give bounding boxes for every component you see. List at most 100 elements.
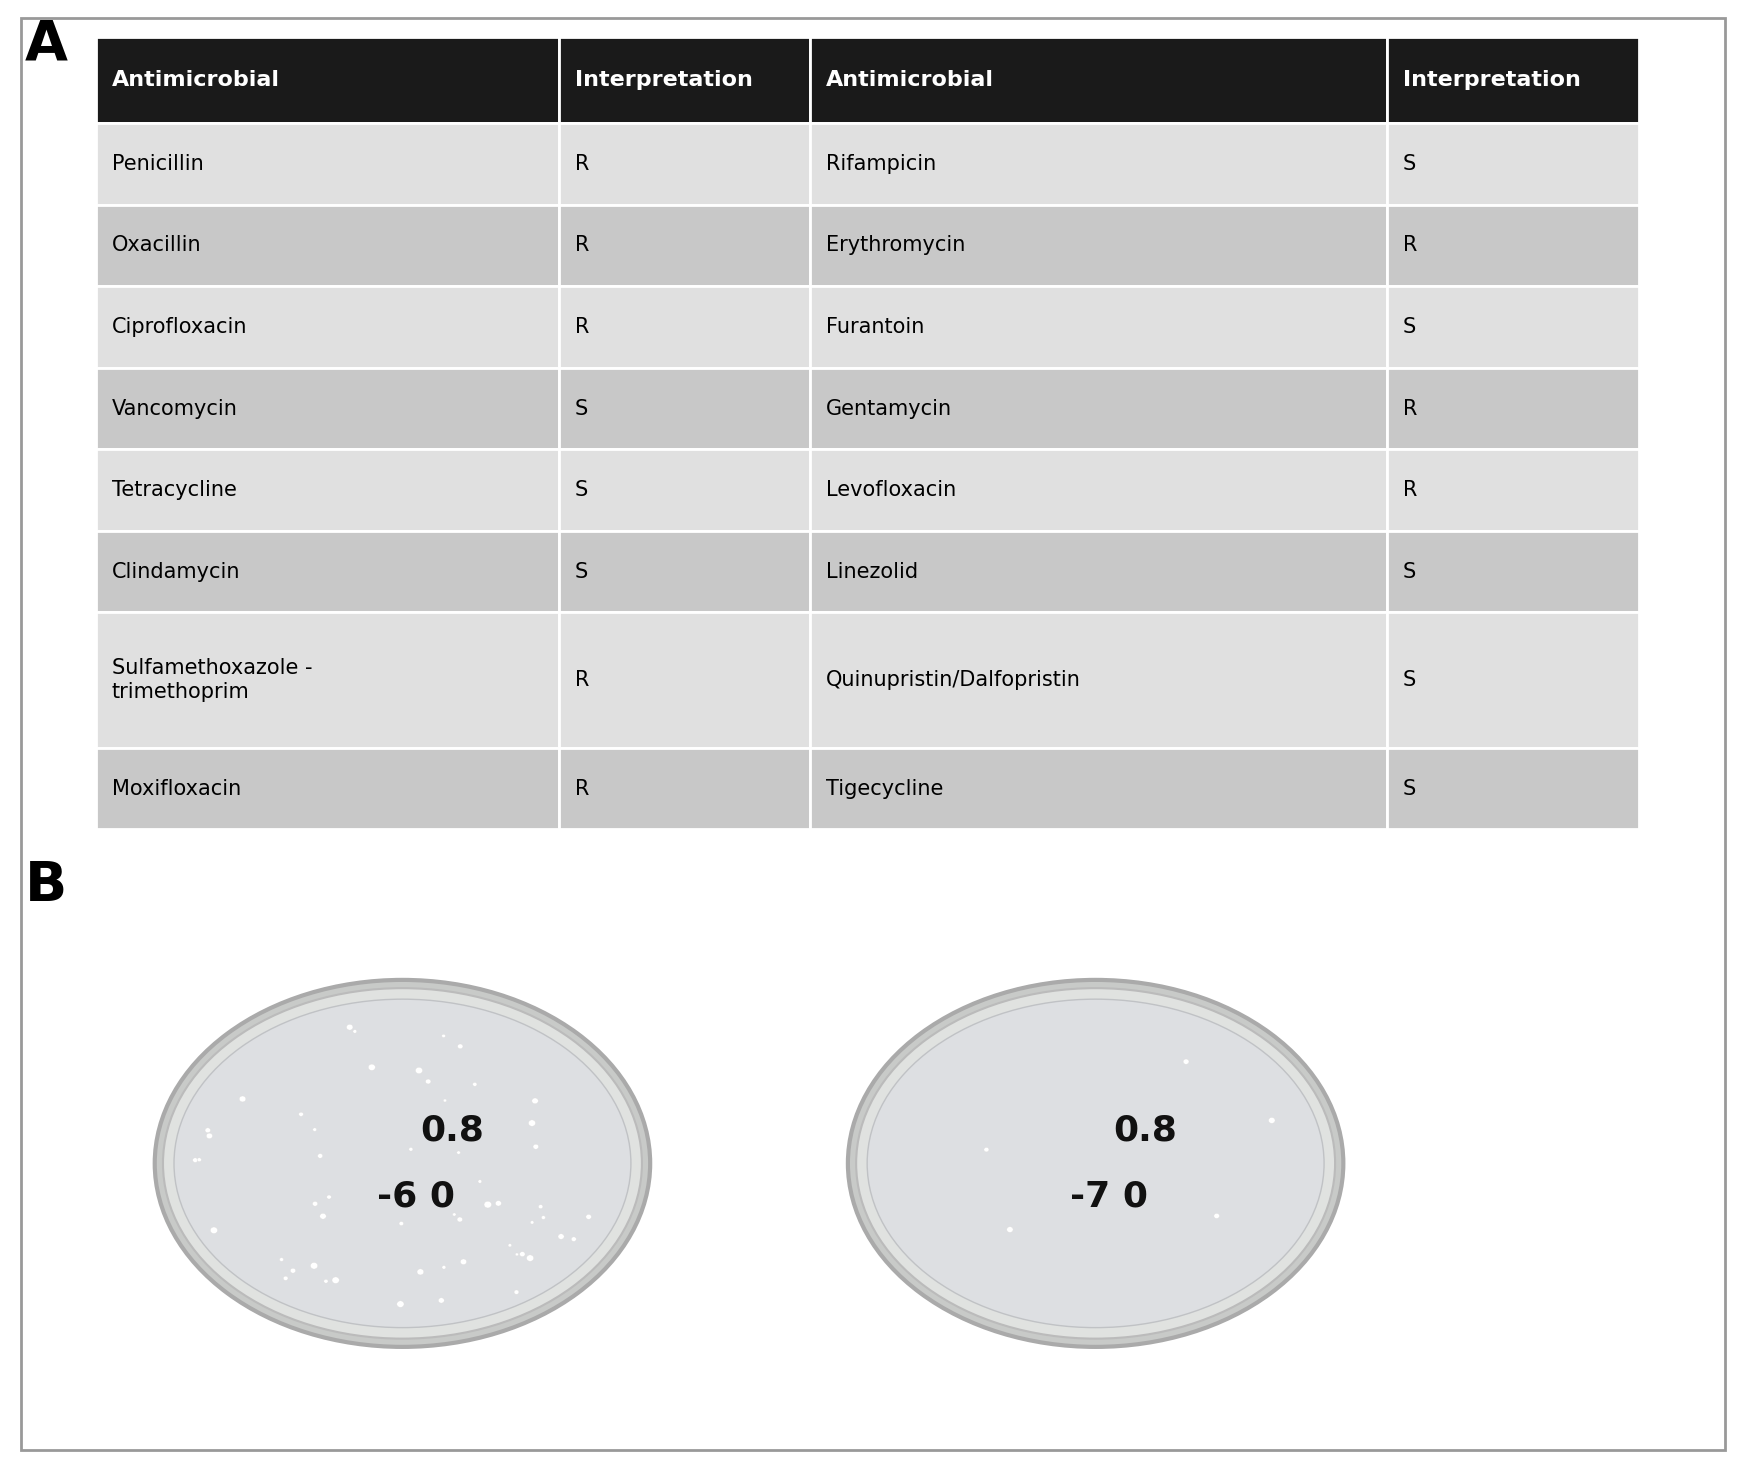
Bar	[559, 612, 810, 747]
Bar	[96, 368, 559, 449]
Bar	[96, 612, 559, 747]
Text: Clindamycin: Clindamycin	[112, 562, 241, 581]
Bar	[559, 123, 810, 204]
Ellipse shape	[985, 1148, 988, 1152]
Text: Quinupristin/Dalfopristin: Quinupristin/Dalfopristin	[826, 669, 1081, 690]
Bar	[96, 531, 559, 612]
Text: Penicillin: Penicillin	[112, 154, 204, 173]
Ellipse shape	[452, 1213, 456, 1216]
Ellipse shape	[457, 1044, 463, 1048]
Ellipse shape	[457, 1151, 461, 1154]
Text: Antimicrobial: Antimicrobial	[112, 70, 279, 90]
Bar	[1386, 612, 1638, 747]
Ellipse shape	[868, 1000, 1323, 1327]
Bar	[96, 123, 559, 204]
Text: S: S	[574, 398, 588, 418]
Ellipse shape	[279, 1258, 283, 1261]
Bar	[1386, 747, 1638, 829]
Bar	[559, 747, 810, 829]
Ellipse shape	[473, 1082, 477, 1086]
Ellipse shape	[410, 1183, 414, 1186]
Text: Interpretation: Interpretation	[574, 70, 753, 90]
Text: Gentamycin: Gentamycin	[826, 398, 952, 418]
Ellipse shape	[442, 1035, 445, 1038]
Text: R: R	[1402, 235, 1418, 255]
Bar	[96, 204, 559, 286]
Ellipse shape	[155, 981, 650, 1348]
Ellipse shape	[346, 1025, 353, 1031]
Ellipse shape	[353, 1029, 356, 1033]
Bar	[559, 286, 810, 368]
Ellipse shape	[206, 1133, 213, 1139]
Ellipse shape	[409, 1148, 414, 1151]
Ellipse shape	[438, 1298, 443, 1304]
Ellipse shape	[368, 1064, 375, 1070]
Ellipse shape	[527, 1255, 534, 1261]
Text: R: R	[574, 154, 588, 173]
Bar	[96, 449, 559, 531]
Text: 0.8: 0.8	[421, 1113, 484, 1148]
Text: -6 0: -6 0	[377, 1179, 456, 1214]
Bar	[1386, 123, 1638, 204]
Text: S: S	[1402, 154, 1416, 173]
Text: S: S	[1402, 669, 1416, 690]
Ellipse shape	[1184, 1058, 1189, 1064]
Ellipse shape	[1007, 1227, 1013, 1233]
Ellipse shape	[400, 1221, 403, 1226]
Ellipse shape	[533, 1098, 538, 1104]
Ellipse shape	[531, 1221, 534, 1224]
Bar	[559, 531, 810, 612]
Ellipse shape	[496, 1201, 501, 1207]
Text: Vancomycin: Vancomycin	[112, 398, 237, 418]
Text: Tigecycline: Tigecycline	[826, 778, 943, 799]
Text: Erythromycin: Erythromycin	[826, 235, 966, 255]
Bar	[810, 37, 1386, 123]
Bar	[559, 37, 810, 123]
Ellipse shape	[442, 1265, 445, 1270]
Bar	[559, 449, 810, 531]
Ellipse shape	[417, 1268, 424, 1276]
Text: Ciprofloxacin: Ciprofloxacin	[112, 317, 248, 338]
Ellipse shape	[327, 1195, 332, 1199]
Ellipse shape	[443, 1100, 447, 1102]
Ellipse shape	[204, 1127, 211, 1133]
Bar	[96, 286, 559, 368]
Ellipse shape	[1269, 1117, 1275, 1123]
Ellipse shape	[290, 1268, 295, 1273]
Ellipse shape	[587, 1214, 592, 1220]
Text: Furantoin: Furantoin	[826, 317, 925, 338]
Text: R: R	[574, 669, 588, 690]
Text: Linezolid: Linezolid	[826, 562, 918, 581]
Text: Antimicrobial: Antimicrobial	[826, 70, 993, 90]
Bar	[1386, 286, 1638, 368]
Ellipse shape	[323, 1279, 328, 1283]
Ellipse shape	[513, 1290, 519, 1295]
Text: S: S	[1402, 562, 1416, 581]
Ellipse shape	[457, 1217, 463, 1221]
Text: Tetracycline: Tetracycline	[112, 480, 237, 501]
Bar	[96, 37, 559, 123]
Ellipse shape	[484, 1201, 492, 1208]
Bar	[1386, 449, 1638, 531]
Text: Sulfamethoxazole -
trimethoprim: Sulfamethoxazole - trimethoprim	[112, 658, 313, 702]
Ellipse shape	[559, 1233, 564, 1239]
Bar	[810, 204, 1386, 286]
Ellipse shape	[175, 1000, 630, 1327]
Text: S: S	[1402, 778, 1416, 799]
Text: -7 0: -7 0	[1070, 1179, 1149, 1214]
Ellipse shape	[538, 1205, 543, 1208]
Text: R: R	[1402, 398, 1418, 418]
Bar	[810, 449, 1386, 531]
Bar	[1386, 531, 1638, 612]
Ellipse shape	[311, 1262, 318, 1270]
Bar	[810, 368, 1386, 449]
Ellipse shape	[520, 1252, 526, 1257]
Ellipse shape	[283, 1276, 288, 1280]
Text: Interpretation: Interpretation	[1402, 70, 1580, 90]
Ellipse shape	[849, 981, 1343, 1348]
Ellipse shape	[529, 1120, 536, 1126]
Text: B: B	[24, 859, 66, 913]
Ellipse shape	[210, 1227, 218, 1233]
Bar	[810, 286, 1386, 368]
Ellipse shape	[478, 1180, 482, 1183]
